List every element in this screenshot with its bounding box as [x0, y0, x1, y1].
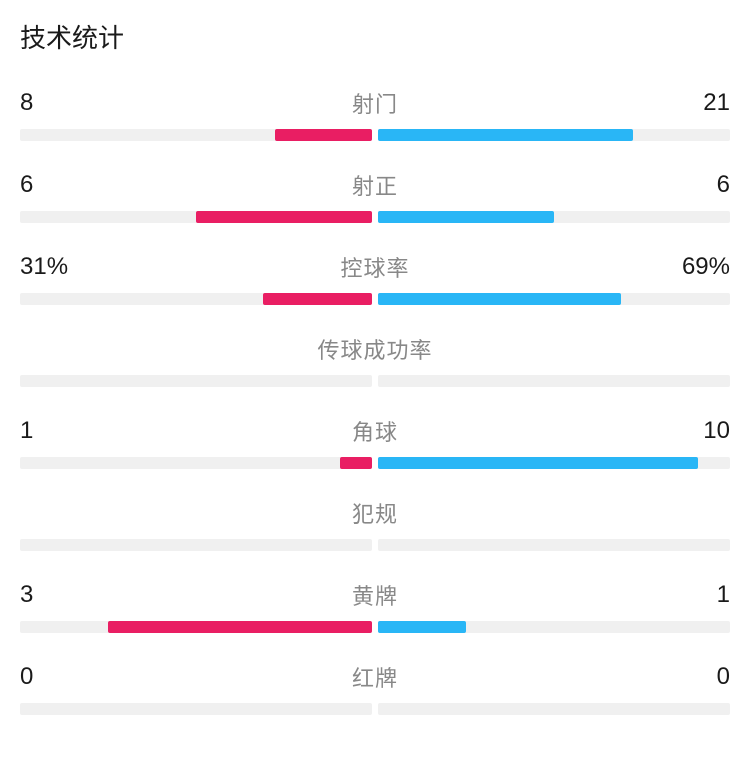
bar-right-fill: [378, 293, 621, 305]
bar-right-track: [378, 621, 730, 633]
stat-right-value: 6: [670, 171, 730, 199]
bar-right-track: [378, 375, 730, 387]
stat-label: 射正: [352, 169, 398, 201]
page-title: 技术统计: [20, 18, 730, 55]
stat-right-value: 21: [670, 89, 730, 117]
stat-left-value: 31%: [20, 253, 80, 281]
stat-labels: 0 红牌 0: [20, 661, 730, 693]
stat-row: 3 黄牌 1: [20, 579, 730, 633]
bar-right-track: [378, 293, 730, 305]
stat-labels: 3 黄牌 1: [20, 579, 730, 611]
bar-left-fill: [340, 457, 372, 469]
bar-left-track: [20, 539, 372, 551]
stat-right-value: 1: [670, 581, 730, 609]
stat-left-value: 3: [20, 581, 80, 609]
stats-list: 8射门216射正631%控球率69%传球成功率1角球10犯规3黄牌10红牌0: [20, 87, 730, 715]
stat-bars: [20, 703, 730, 715]
bar-right-track: [378, 457, 730, 469]
stat-row: 0 红牌 0: [20, 661, 730, 715]
stat-right-value: 0: [670, 663, 730, 691]
bar-left-track: [20, 703, 372, 715]
stat-label: 角球: [352, 415, 398, 447]
stat-labels: 8 射门 21: [20, 87, 730, 119]
stat-label: 控球率: [340, 251, 409, 283]
stat-left-value: 1: [20, 417, 80, 445]
stat-label: 犯规: [352, 497, 398, 529]
bar-right-fill: [378, 621, 466, 633]
stat-label: 红牌: [352, 661, 398, 693]
stat-label: 射门: [352, 87, 398, 119]
stat-left-value: 6: [20, 171, 80, 199]
bar-left-track: [20, 293, 372, 305]
bar-left-fill: [263, 293, 372, 305]
stat-labels: 1 角球 10: [20, 415, 730, 447]
stat-bars: [20, 539, 730, 551]
stat-bars: [20, 457, 730, 469]
bar-left-fill: [275, 129, 372, 141]
bar-right-track: [378, 129, 730, 141]
stat-labels: 犯规: [20, 497, 730, 529]
stat-row: 31% 控球率 69%: [20, 251, 730, 305]
bar-right-track: [378, 703, 730, 715]
bar-left-track: [20, 375, 372, 387]
bar-right-fill: [378, 211, 554, 223]
bar-right-track: [378, 539, 730, 551]
stat-labels: 6 射正 6: [20, 169, 730, 201]
bar-left-fill: [196, 211, 372, 223]
bar-left-fill: [108, 621, 372, 633]
stat-labels: 传球成功率: [20, 333, 730, 365]
bar-right-fill: [378, 129, 633, 141]
stat-bars: [20, 211, 730, 223]
stat-right-value: 69%: [670, 253, 730, 281]
stat-row: 犯规: [20, 497, 730, 551]
bar-left-track: [20, 211, 372, 223]
stat-row: 传球成功率: [20, 333, 730, 387]
stat-right-value: 10: [670, 417, 730, 445]
stat-bars: [20, 293, 730, 305]
bar-right-fill: [378, 457, 698, 469]
stat-bars: [20, 621, 730, 633]
stats-container: 技术统计 8射门216射正631%控球率69%传球成功率1角球10犯规3黄牌10…: [0, 0, 750, 715]
bar-left-track: [20, 621, 372, 633]
stat-left-value: 8: [20, 89, 80, 117]
stat-label: 传球成功率: [317, 333, 432, 365]
stat-bars: [20, 375, 730, 387]
stat-row: 1 角球 10: [20, 415, 730, 469]
stat-labels: 31% 控球率 69%: [20, 251, 730, 283]
stat-row: 8 射门 21: [20, 87, 730, 141]
stat-left-value: 0: [20, 663, 80, 691]
stat-label: 黄牌: [352, 579, 398, 611]
bar-left-track: [20, 129, 372, 141]
bar-left-track: [20, 457, 372, 469]
stat-row: 6 射正 6: [20, 169, 730, 223]
stat-bars: [20, 129, 730, 141]
bar-right-track: [378, 211, 730, 223]
